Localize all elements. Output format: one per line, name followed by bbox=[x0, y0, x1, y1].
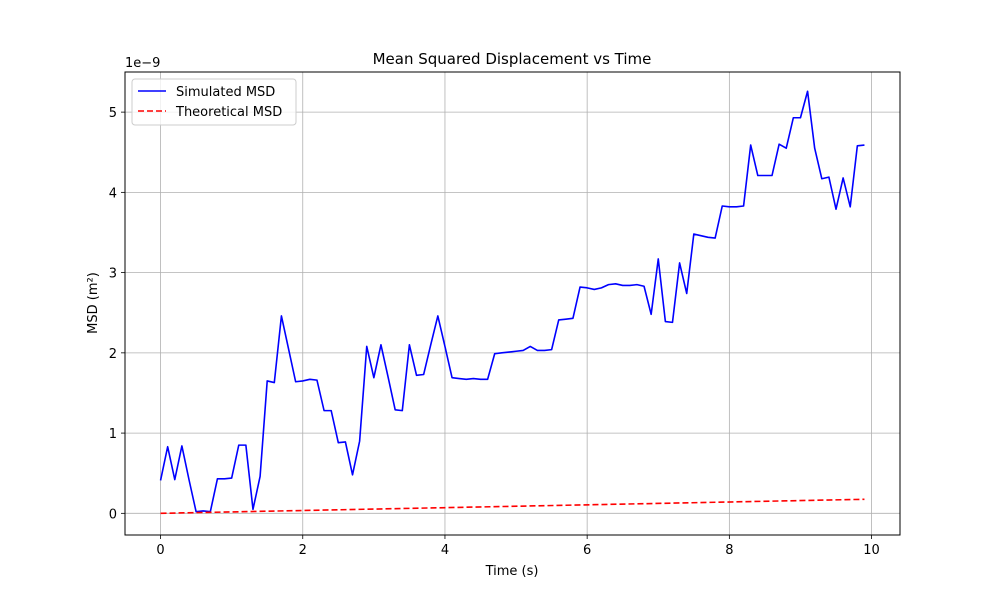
y-axis-offset-label: 1e−9 bbox=[125, 56, 160, 71]
y-tick-label: 0 bbox=[109, 507, 117, 522]
plot-frame bbox=[124, 71, 901, 536]
legend-box bbox=[131, 78, 297, 126]
y-tick-label: 4 bbox=[109, 186, 117, 201]
chart-title: Mean Squared Displacement vs Time bbox=[373, 50, 652, 68]
x-tick-label: 0 bbox=[156, 543, 164, 558]
grid-lines bbox=[125, 72, 900, 535]
x-tick-label: 8 bbox=[725, 543, 733, 558]
y-tick-label: 3 bbox=[109, 267, 117, 282]
x-axis-ticks: 0 2 4 6 8 10 bbox=[156, 535, 880, 558]
y-axis-label: MSD (m²) bbox=[86, 272, 101, 334]
x-tick-label: 4 bbox=[441, 543, 449, 558]
y-tick-label: 1 bbox=[109, 427, 117, 442]
series-line-theoretical-msd bbox=[160, 498, 865, 515]
plot-lines bbox=[159, 90, 865, 515]
legend-label-theoretical: Theoretical MSD bbox=[175, 105, 282, 120]
legend: Simulated MSD Theoretical MSD bbox=[131, 78, 297, 126]
x-tick-label: 2 bbox=[299, 543, 307, 558]
x-axis-label: Time (s) bbox=[485, 564, 539, 579]
x-tick-label: 10 bbox=[863, 543, 880, 558]
y-axis-ticks: 0 1 2 3 4 5 bbox=[109, 106, 125, 522]
y-tick-label: 5 bbox=[109, 106, 117, 121]
x-tick-label: 6 bbox=[583, 543, 591, 558]
series-line-simulated-msd bbox=[159, 90, 865, 513]
y-tick-label: 2 bbox=[109, 347, 117, 362]
legend-label-simulated: Simulated MSD bbox=[176, 85, 275, 100]
